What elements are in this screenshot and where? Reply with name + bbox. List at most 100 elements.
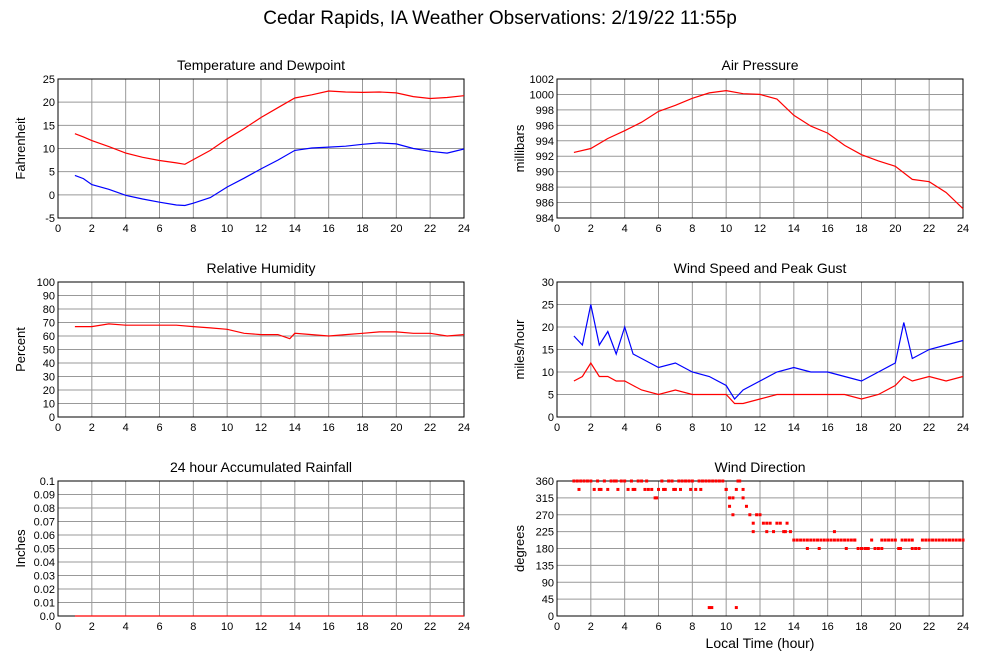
scatter-point <box>680 479 684 483</box>
x-tick-label: 6 <box>156 422 162 434</box>
x-tick-label: 24 <box>957 621 969 633</box>
y-tick-label: 0 <box>49 190 55 202</box>
scatter-point <box>667 479 671 483</box>
scatter-point <box>910 538 914 542</box>
scatter-point <box>677 479 681 483</box>
scatter-point <box>958 538 962 542</box>
y-tick-label: 180 <box>536 544 554 556</box>
x-tick-label: 12 <box>754 621 766 633</box>
x-tick-label: 10 <box>221 621 233 633</box>
x-tick-label: 24 <box>458 223 470 235</box>
scatter-point <box>792 538 796 542</box>
scatter-point <box>782 530 786 534</box>
y-tick-label: 0 <box>49 412 55 424</box>
panel-title: Wind Speed and Peak Gust <box>674 260 847 276</box>
x-tick-label: 16 <box>323 422 335 434</box>
scatter-point <box>910 547 914 550</box>
scatter-point <box>650 487 654 491</box>
y-tick-label: 0.08 <box>34 503 55 515</box>
y-tick-label: 0.05 <box>34 544 55 556</box>
scatter-point <box>744 504 748 508</box>
scatter-point <box>645 479 649 483</box>
scatter-point <box>657 487 660 491</box>
x-tick-label: 10 <box>221 422 233 434</box>
scatter-point <box>816 538 820 542</box>
scatter-point <box>843 538 847 542</box>
scatter-point <box>809 538 813 542</box>
x-tick-label: 4 <box>622 223 628 235</box>
x-tick-label: 22 <box>923 223 935 235</box>
x-tick-label: 20 <box>889 422 901 434</box>
x-tick-label: 0 <box>554 621 560 633</box>
scatter-point <box>795 538 799 542</box>
x-tick-label: 14 <box>788 621 800 633</box>
y-tick-label: 315 <box>536 493 554 505</box>
plot-frame <box>57 281 465 418</box>
scatter-point <box>873 547 877 550</box>
y-tick-label: 5 <box>548 390 554 402</box>
y-tick-label: 20 <box>542 322 554 334</box>
scatter-point <box>626 487 630 491</box>
scatter-point <box>731 513 735 517</box>
scatter-point <box>887 538 891 542</box>
y-tick-label: 984 <box>536 213 554 225</box>
page-title: Cedar Rapids, IA Weather Observations: 2… <box>263 8 737 29</box>
scatter-point <box>954 538 958 542</box>
y-tick-label: 225 <box>536 527 554 539</box>
scatter-point <box>755 513 759 517</box>
y-tick-label: 10 <box>43 399 55 411</box>
scatter-point <box>579 479 583 483</box>
scatter-point <box>856 547 860 550</box>
scatter-point <box>721 479 725 483</box>
scatter-point <box>829 538 833 542</box>
scatter-point <box>839 538 843 542</box>
y-tick-label: 270 <box>536 510 554 522</box>
scatter-point <box>731 496 735 500</box>
y-tick-label: 986 <box>536 198 554 210</box>
x-tick-label: 16 <box>822 223 834 235</box>
x-tick-label: 6 <box>655 223 661 235</box>
y-tick-label: 25 <box>43 74 55 86</box>
scatter-point <box>914 547 918 550</box>
y-tick-label: 45 <box>542 594 554 606</box>
scatter-point <box>640 479 644 483</box>
x-tick-label: 24 <box>458 422 470 434</box>
scatter-point <box>799 538 803 542</box>
series-line <box>573 89 964 210</box>
panel-title: Relative Humidity <box>207 260 316 276</box>
series-line <box>74 90 465 165</box>
scatter-point <box>783 530 787 534</box>
scatter-point <box>927 538 931 542</box>
x-tick-label: 2 <box>89 621 95 633</box>
scatter-point <box>631 487 635 491</box>
scatter-point <box>751 521 755 525</box>
scatter-point <box>633 487 637 491</box>
x-tick-label: 22 <box>424 621 436 633</box>
x-tick-label: 2 <box>588 621 594 633</box>
x-tick-label: 16 <box>323 223 335 235</box>
y-tick-label: 988 <box>536 182 554 194</box>
x-tick-label: 12 <box>754 223 766 235</box>
x-tick-label: 0 <box>55 223 61 235</box>
scatter-point <box>951 538 955 542</box>
x-tick-label: 4 <box>622 621 628 633</box>
y-tick-label: 90 <box>542 577 554 589</box>
x-tick-label: 18 <box>855 223 867 235</box>
scatter-point <box>765 521 769 525</box>
plot-frame <box>556 78 964 219</box>
scatter-point <box>699 487 703 491</box>
x-tick-label: 0 <box>554 422 560 434</box>
y-tick-label: 990 <box>536 167 554 179</box>
scatter-point <box>678 487 682 491</box>
y-tick-label: 30 <box>43 372 55 384</box>
scatter-point <box>606 487 610 491</box>
scatter-point <box>684 479 688 483</box>
scatter-point <box>724 487 728 491</box>
x-tick-label: 18 <box>356 223 368 235</box>
x-tick-label: 6 <box>655 422 661 434</box>
scatter-point <box>592 487 596 491</box>
y-axis-label: Inches <box>13 529 28 568</box>
x-tick-label: 0 <box>55 621 61 633</box>
x-tick-label: 8 <box>190 422 196 434</box>
scatter-point <box>758 513 762 517</box>
